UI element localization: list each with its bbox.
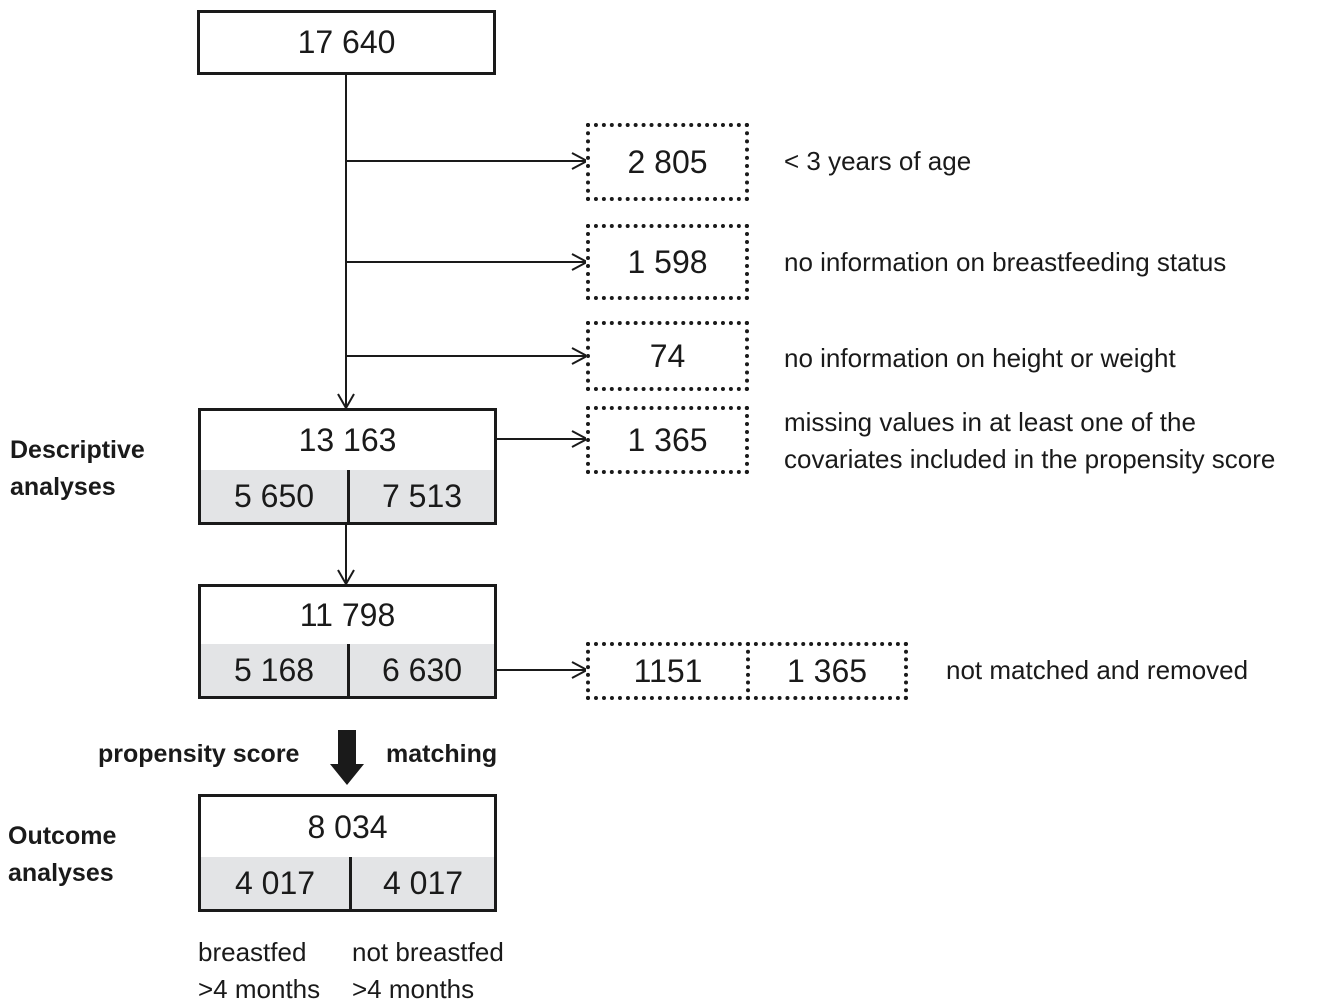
descriptive-right-count: 7 513: [350, 470, 494, 522]
unmatched-left-count: 1151: [633, 652, 703, 689]
unmatched-left-box: 1151: [586, 642, 750, 700]
exclusion-box-breastfeeding: 1 598: [586, 224, 749, 300]
group-label-not-breastfed-line1: not breastfed: [352, 937, 504, 967]
descriptive-label-line1: Descriptive: [10, 436, 145, 464]
unmatched-right-count: 1 365: [786, 652, 868, 689]
exclusion-reason-age: < 3 years of age: [784, 146, 972, 176]
exclusion-count-age: 2 805: [627, 143, 708, 180]
unmatched-reason: not matched and removed: [946, 655, 1249, 685]
outcome-label-line2: analyses: [8, 859, 114, 887]
intermediate-box: 11 798 5 168 6 630: [198, 584, 497, 699]
exclusion-reason-breastfeeding: no information on breastfeeding status: [784, 247, 1227, 277]
descriptive-box: 13 163 5 650 7 513: [198, 408, 497, 525]
descriptive-total: 13 163: [201, 411, 494, 473]
group-label-not-breastfed: not breastfed >4 months: [352, 934, 504, 1008]
outcome-left-count: 4 017: [201, 857, 352, 909]
group-label-breastfed-line2: >4 months: [198, 974, 321, 1004]
group-label-not-breastfed-line2: >4 months: [352, 974, 475, 1004]
exclusion-count-height-weight: 74: [649, 337, 686, 374]
exclusion-reason-covariates: missing values in at least one of the co…: [784, 404, 1275, 478]
exclusion-count-covariates: 1 365: [627, 421, 708, 458]
intermediate-total: 11 798: [201, 587, 494, 647]
group-label-breastfed-line1: breastfed: [198, 937, 307, 967]
matching-arrow: [330, 730, 364, 785]
exclusion-reason-covariates-line1: missing values in at least one of the: [784, 407, 1196, 437]
outcome-total: 8 034: [201, 797, 494, 860]
outcome-label: Outcome analyses: [8, 818, 116, 892]
intermediate-left-count: 5 168: [201, 644, 350, 696]
unmatched-right-box: 1 365: [746, 642, 908, 700]
start-count: 17 640: [297, 24, 396, 60]
exclusion-reason-covariates-line2: covariates included in the propensity sc…: [784, 444, 1276, 474]
start-box: 17 640: [197, 10, 496, 75]
descriptive-label: Descriptive analyses: [10, 432, 145, 506]
exclusion-reason-height-weight: no information on height or weight: [784, 343, 1176, 373]
outcome-label-line1: Outcome: [8, 822, 117, 850]
exclusion-box-age: 2 805: [586, 123, 749, 201]
intermediate-right-count: 6 630: [350, 644, 494, 696]
descriptive-left-count: 5 650: [201, 470, 350, 522]
matching-right-label: matching: [386, 740, 498, 768]
matching-left-label: propensity score: [98, 740, 300, 768]
exclusion-box-covariates: 1 365: [586, 406, 749, 474]
group-label-breastfed: breastfed >4 months: [198, 934, 320, 1008]
outcome-box: 8 034 4 017 4 017: [198, 794, 497, 912]
outcome-right-count: 4 017: [352, 857, 494, 909]
exclusion-box-height-weight: 74: [586, 321, 749, 391]
exclusion-count-breastfeeding: 1 598: [627, 243, 708, 280]
descriptive-label-line2: analyses: [10, 473, 116, 501]
